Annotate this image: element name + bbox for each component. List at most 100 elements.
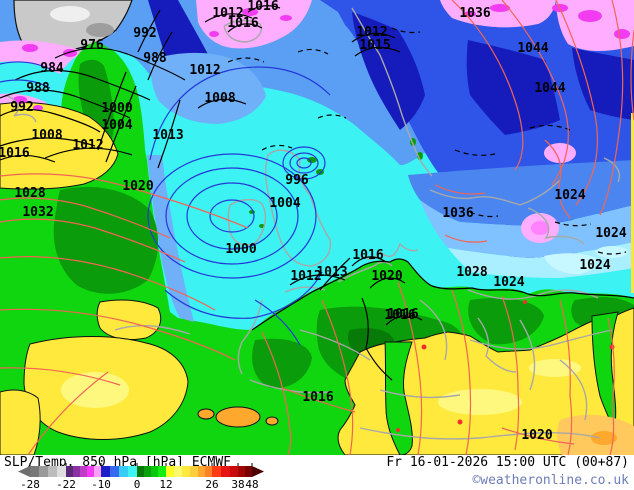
coastline bbox=[379, 389, 461, 399]
channel-lightblue-north bbox=[150, 52, 266, 124]
pressure-label: 1012 bbox=[290, 269, 321, 284]
yellow-light-patch bbox=[61, 372, 129, 408]
contour-line bbox=[0, 89, 131, 119]
contour-line bbox=[444, 234, 488, 243]
east-band-blue bbox=[408, 160, 634, 226]
pale-cyan-spot1 bbox=[544, 253, 597, 274]
contour-line bbox=[251, 258, 634, 331]
pressure-label: 1013 bbox=[152, 128, 183, 143]
darkgreen-balkans bbox=[468, 297, 544, 345]
contour-line bbox=[0, 61, 53, 71]
colorbar-segment bbox=[182, 466, 190, 477]
colorbar-segment bbox=[212, 466, 221, 477]
coastline bbox=[223, 19, 262, 43]
red-dot-south bbox=[609, 344, 615, 350]
colorbar-segment bbox=[205, 466, 212, 477]
contour-line bbox=[0, 137, 96, 147]
colorbar-segment bbox=[190, 466, 198, 477]
pressure-label: 1024 bbox=[554, 188, 585, 203]
isobar-ring bbox=[282, 146, 326, 180]
contour-line bbox=[554, 221, 592, 227]
contour-line bbox=[197, 98, 247, 109]
contour-line bbox=[529, 124, 571, 131]
colorbar-segment bbox=[94, 466, 101, 477]
colorbar-segment bbox=[230, 466, 238, 477]
coastline bbox=[337, 261, 393, 283]
coastline bbox=[429, 179, 561, 206]
orange-spot-iberia bbox=[215, 406, 261, 428]
colorbar-segment bbox=[144, 466, 151, 477]
colorbar-segment bbox=[151, 466, 158, 477]
contour-line bbox=[597, 251, 627, 255]
navy-patch-norway bbox=[352, 12, 425, 130]
darkgreen-left-mid bbox=[53, 186, 159, 294]
contour-line bbox=[227, 23, 263, 33]
contour-line bbox=[555, 0, 599, 206]
ice-gray-patch bbox=[86, 23, 114, 37]
isobar-ring bbox=[147, 153, 317, 279]
contour-line bbox=[361, 297, 393, 381]
contour-line bbox=[247, 5, 281, 13]
pressure-label: 1015 bbox=[359, 38, 390, 53]
red-dot-south bbox=[396, 428, 400, 432]
contour-line bbox=[317, 114, 347, 119]
isobar-ring bbox=[296, 157, 312, 169]
colorbar-segment bbox=[80, 466, 87, 477]
legend-bar: SLP/Temp. 850 hPa [hPa] ECMWF Fr 16-01-2… bbox=[0, 455, 634, 490]
coastline bbox=[603, 157, 621, 183]
contour-line bbox=[351, 32, 396, 43]
coastline bbox=[4, 94, 37, 123]
colorbar-segment bbox=[245, 466, 252, 477]
pressure-label: 1012 bbox=[212, 6, 243, 21]
pressure-label: 1024 bbox=[493, 275, 524, 290]
green-intrusion-italy bbox=[384, 341, 413, 455]
pressure-label: 1013 bbox=[316, 265, 347, 280]
pressure-label: 992 bbox=[10, 100, 33, 115]
pressure-label: 1012 bbox=[189, 63, 220, 78]
coastline bbox=[419, 299, 448, 361]
magenta-speckle bbox=[614, 29, 630, 39]
coastline bbox=[237, 299, 263, 375]
yellow-light-patch bbox=[438, 389, 522, 415]
pale-cyan-spot bbox=[596, 246, 628, 258]
contour-line bbox=[227, 57, 265, 63]
contour-line bbox=[501, 0, 569, 186]
pressure-label: 1028 bbox=[14, 186, 45, 201]
contour-line bbox=[281, 387, 356, 413]
coastline bbox=[351, 7, 433, 177]
pressure-label: 1044 bbox=[517, 41, 548, 56]
copyright-link[interactable]: ©weatheronline.co.uk bbox=[472, 473, 629, 488]
colorbar-tick-label: -28 bbox=[20, 478, 40, 490]
map-coastlines bbox=[4, 7, 621, 440]
colorbar-segment bbox=[158, 466, 166, 477]
colorbar-segment bbox=[57, 466, 66, 477]
pressure-label: 1004 bbox=[101, 118, 132, 133]
cold-pocket-core bbox=[531, 221, 549, 235]
pressure-label: 1028 bbox=[456, 265, 487, 280]
contour-line bbox=[0, 108, 101, 133]
contour-line bbox=[149, 66, 331, 161]
colorbar-segment bbox=[174, 466, 182, 477]
contour-line bbox=[0, 308, 236, 361]
pressure-label: 1000 bbox=[225, 242, 256, 257]
contour-line bbox=[204, 13, 253, 23]
isobar-ring bbox=[165, 167, 299, 265]
ice-white-patch bbox=[50, 6, 90, 22]
pressure-label: 1036 bbox=[459, 6, 490, 21]
red-dot-south bbox=[523, 300, 527, 304]
contour-line bbox=[105, 85, 137, 163]
contour-line bbox=[501, 295, 520, 451]
contour-line bbox=[451, 289, 472, 455]
pressure-label: 1004 bbox=[269, 196, 300, 211]
contour-line bbox=[261, 331, 292, 455]
coastline bbox=[527, 207, 585, 245]
pressure-label: 1016 bbox=[247, 0, 278, 14]
contour-line bbox=[297, 48, 329, 55]
yellow-wedge-west bbox=[0, 102, 119, 190]
orange-spot-corner bbox=[591, 431, 617, 445]
pink-topright-corner bbox=[556, 0, 634, 51]
coastline bbox=[299, 329, 371, 361]
magenta-speckle bbox=[280, 15, 292, 21]
magenta-speckle bbox=[209, 31, 219, 37]
